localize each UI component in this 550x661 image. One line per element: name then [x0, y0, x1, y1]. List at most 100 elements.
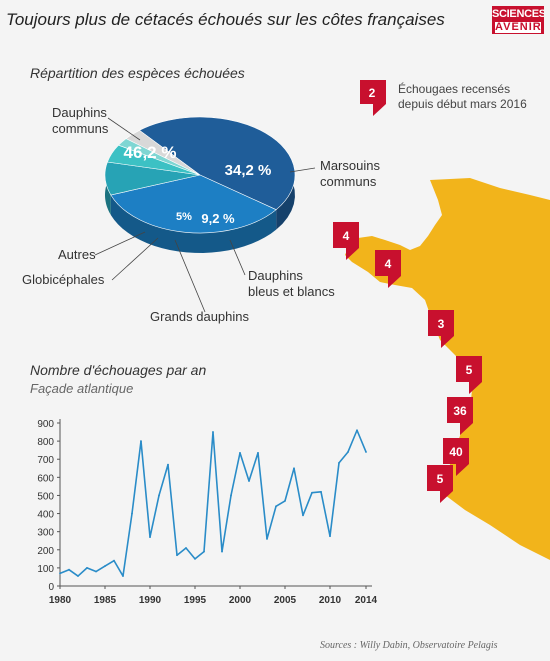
pie-leader-line — [229, 239, 246, 276]
data-point — [149, 536, 151, 538]
y-tick-label: 400 — [37, 510, 54, 521]
map-marker: 36 — [447, 397, 473, 435]
x-tick-label: 1990 — [139, 595, 162, 606]
data-point — [302, 514, 304, 517]
data-point — [86, 566, 88, 569]
pie-slice — [138, 116, 296, 211]
data-point — [158, 494, 160, 497]
y-tick-label: 800 — [37, 437, 54, 448]
pie-leader-line — [111, 237, 159, 281]
label-bleus-blancs: Dauphins bleus et blancs — [248, 268, 335, 300]
data-point — [257, 451, 259, 454]
page-title: Toujours plus de cétacés échoués sur les… — [6, 10, 445, 29]
label-dauphins-communs: Dauphins communs — [52, 105, 108, 137]
y-tick-label: 300 — [37, 528, 54, 539]
data-point — [203, 550, 205, 553]
line-title: Nombre d'échouages par an — [30, 362, 207, 378]
source-note: Sources : Willy Dabin, Observatoire Pela… — [320, 640, 498, 651]
data-point — [185, 547, 187, 549]
label-dauphins-communs-l2: communs — [52, 121, 109, 136]
label-marsouins-l1: Marsouins — [320, 158, 380, 173]
map-legend-text: Échougaes recensés depuis début mars 201… — [398, 82, 527, 112]
pie-value-label: 34,2 % — [225, 162, 272, 179]
data-point — [248, 480, 250, 482]
data-point — [293, 467, 295, 470]
data-point — [167, 463, 169, 466]
y-tick-label: 200 — [37, 546, 54, 557]
pie-value-label: 46,2 % — [124, 143, 177, 162]
pie-value-label: 5% — [176, 211, 192, 223]
map-marker: 4 — [333, 222, 359, 260]
pie-value-label: 9,2 % — [201, 211, 235, 226]
data-point — [365, 451, 367, 453]
label-autres: Autres — [58, 247, 96, 262]
y-tick-label: 600 — [37, 473, 54, 484]
data-point — [221, 550, 223, 553]
x-tick-label: 2005 — [274, 595, 297, 606]
map-marker-value: 5 — [466, 363, 473, 377]
pie-leader-line — [174, 239, 206, 313]
x-tick-label: 1985 — [94, 595, 117, 606]
label-bleus-blancs-l1: Dauphins — [248, 268, 303, 283]
data-point — [176, 554, 178, 557]
data-point — [320, 490, 322, 493]
map-marker-value: 4 — [343, 229, 350, 243]
data-point — [68, 568, 70, 571]
label-bleus-blancs-l2: bleus et blancs — [248, 284, 335, 299]
line-subtitle: Façade atlantique — [30, 381, 134, 396]
pie-title: Répartition des espèces échouées — [30, 65, 245, 81]
legend-marker: 2 — [360, 80, 386, 116]
data-point — [113, 559, 115, 562]
legend-line-1: Échougaes recensés — [398, 82, 511, 96]
data-point — [77, 575, 79, 577]
map-marker-value: 4 — [385, 257, 392, 271]
data-point — [338, 461, 340, 464]
data-point — [122, 575, 124, 577]
map-marker: 3 — [428, 310, 454, 348]
data-point — [311, 491, 313, 494]
map-marker: 5 — [427, 465, 453, 503]
x-tick-label: 2010 — [319, 595, 342, 606]
y-tick-label: 0 — [48, 582, 54, 593]
legend-line-2: depuis début mars 2016 — [398, 97, 527, 111]
data-point — [275, 505, 277, 508]
x-tick-label: 2014 — [355, 595, 378, 606]
data-point — [239, 451, 241, 454]
brand-logo: SCIENCES AVENIR — [492, 6, 544, 34]
y-tick-label: 500 — [37, 491, 54, 502]
x-tick-label: 2000 — [229, 595, 252, 606]
map-marker-value: 36 — [453, 404, 467, 418]
label-marsouins: Marsouins communs — [320, 158, 380, 190]
data-point — [212, 431, 214, 433]
y-tick-label: 700 — [37, 455, 54, 466]
label-globicephales: Globicéphales — [22, 272, 105, 287]
pie-slice — [110, 174, 277, 234]
data-point — [59, 572, 61, 575]
map-marker: 40 — [443, 438, 469, 476]
data-point — [131, 512, 133, 515]
logo-line-1: SCIENCES — [492, 8, 544, 20]
series-line — [59, 429, 367, 577]
data-point — [140, 440, 142, 443]
label-marsouins-l2: communs — [320, 174, 377, 189]
map-marker: 5 — [456, 356, 482, 394]
pie-leader-line — [94, 231, 146, 256]
y-tick-label: 100 — [37, 564, 54, 575]
data-point — [266, 538, 268, 540]
pie-slice — [125, 129, 201, 176]
data-point — [194, 557, 196, 560]
x-tick-label: 1995 — [184, 595, 207, 606]
map-marker: 4 — [375, 250, 401, 288]
data-point — [230, 494, 232, 497]
pie-leader-line — [107, 117, 141, 141]
data-point — [104, 565, 106, 567]
label-dauphins-communs-l1: Dauphins — [52, 105, 107, 120]
data-point — [284, 499, 286, 502]
logo-line-2: AVENIR — [495, 21, 542, 33]
data-point — [347, 451, 349, 453]
data-point — [95, 570, 97, 573]
